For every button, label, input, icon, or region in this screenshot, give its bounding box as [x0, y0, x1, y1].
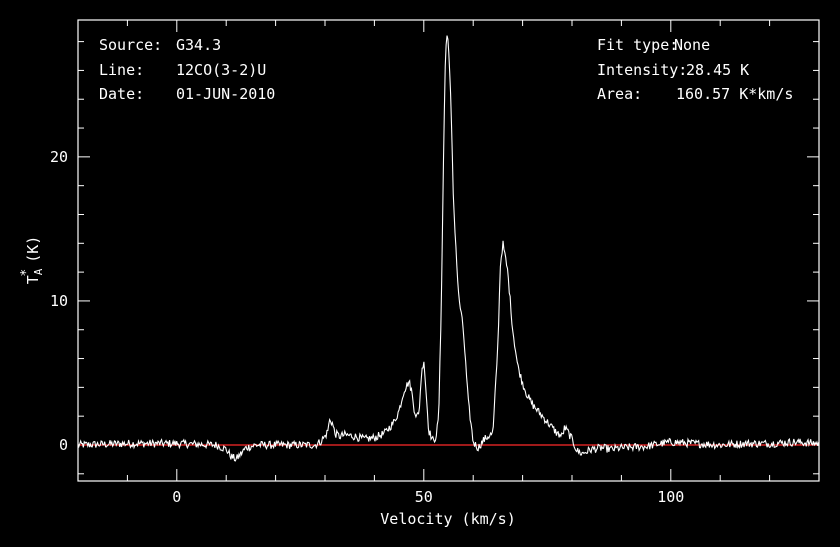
- line-key: Line:: [99, 61, 144, 79]
- y-axis-label-subscript: A: [32, 268, 45, 275]
- source-value: G34.3: [176, 36, 221, 54]
- info-right: Fit type: None Intensity: 28.45 K Area: …: [597, 36, 793, 103]
- spectrum-line: [77, 35, 820, 462]
- y-tick-label: 0: [59, 436, 68, 454]
- y-tick-label: 10: [50, 292, 68, 310]
- line-value: 12CO(3-2)U: [176, 61, 266, 79]
- area-key: Area:: [597, 85, 642, 103]
- x-tick-label: 0: [172, 488, 181, 506]
- x-tick-label: 50: [415, 488, 433, 506]
- fit-type-key: Fit type:: [597, 36, 678, 54]
- area-value: 160.57 K*km/s: [676, 85, 793, 103]
- intensity-key: Intensity:: [597, 61, 687, 79]
- source-key: Source:: [99, 36, 162, 54]
- svg-text:TA*(K): TA* (K): [19, 236, 45, 285]
- plot-frame: [77, 19, 820, 482]
- x-tick-label: 100: [657, 488, 684, 506]
- info-left: Source: G34.3 Line: 12CO(3-2)U Date: 01-…: [99, 36, 275, 103]
- date-key: Date:: [99, 85, 144, 103]
- intensity-value: 28.45 K: [686, 61, 749, 79]
- x-axis-label: Velocity (km/s): [380, 510, 515, 528]
- fit-type-value: None: [674, 36, 710, 54]
- y-axis-label: TA* (K): [19, 236, 45, 285]
- date-value: 01-JUN-2010: [176, 85, 275, 103]
- y-axis-label-superscript: *: [19, 269, 34, 277]
- x-tick-labels: 0 50 100: [172, 488, 684, 506]
- y-tick-labels: 0 10 20: [50, 148, 68, 454]
- axis-ticks: [77, 20, 820, 481]
- y-tick-label: 20: [50, 148, 68, 166]
- y-axis-label-units: (K): [24, 236, 42, 263]
- y-axis-label-symbol: T: [24, 275, 42, 284]
